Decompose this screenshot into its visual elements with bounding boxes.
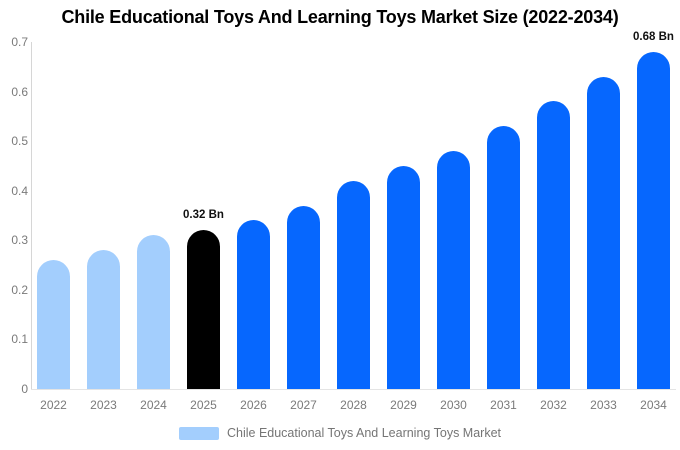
x-tick-label-2023: 2023 <box>90 398 117 412</box>
bar-2022[interactable] <box>37 260 70 389</box>
x-tick-label-2032: 2032 <box>540 398 567 412</box>
chart-title: Chile Educational Toys And Learning Toys… <box>61 7 619 27</box>
bar-2032[interactable] <box>537 101 570 389</box>
x-tick-label-2030: 2030 <box>440 398 467 412</box>
bar-value-label-2025: 0.32 Bn <box>183 209 224 222</box>
y-tick-label: 0.3 <box>11 233 28 248</box>
bar-2027[interactable] <box>287 205 320 389</box>
bar-2030[interactable] <box>437 151 470 389</box>
y-tick-label: 0.1 <box>11 332 28 347</box>
bar-2033[interactable] <box>587 76 620 389</box>
legend-swatch <box>178 427 219 440</box>
bar-2034[interactable] <box>637 51 670 389</box>
x-tick-label-2022: 2022 <box>40 398 67 412</box>
bar-2029[interactable] <box>387 165 420 389</box>
bar-2024[interactable] <box>137 235 170 389</box>
y-axis-line <box>31 42 32 389</box>
bar-2028[interactable] <box>337 180 370 389</box>
x-tick-label-2028: 2028 <box>340 398 367 412</box>
x-tick-label-2031: 2031 <box>490 398 517 412</box>
bar-2026[interactable] <box>237 220 270 389</box>
bar-value-label-2034: 0.68 Bn <box>633 30 674 43</box>
y-tick-label: 0.6 <box>11 84 28 99</box>
y-tick-label: 0.2 <box>11 282 28 297</box>
x-tick-label-2025: 2025 <box>190 398 217 412</box>
x-tick-label-2027: 2027 <box>290 398 317 412</box>
y-tick-label: 0.7 <box>11 35 28 49</box>
x-tick-label-2024: 2024 <box>140 398 167 412</box>
y-tick-label: 0.5 <box>11 134 28 149</box>
x-axis-baseline <box>31 389 676 390</box>
y-tick-label: 0.4 <box>11 183 28 198</box>
x-tick-label-2034: 2034 <box>640 398 667 412</box>
legend[interactable]: Chile Educational Toys And Learning Toys… <box>0 426 680 441</box>
bar-2031[interactable] <box>487 126 520 389</box>
x-tick-label-2033: 2033 <box>590 398 617 412</box>
bar-2025[interactable] <box>187 230 220 389</box>
x-tick-label-2029: 2029 <box>390 398 417 412</box>
y-tick-label: 0 <box>21 382 28 396</box>
x-tick-label-2026: 2026 <box>240 398 267 412</box>
legend-label: Chile Educational Toys And Learning Toys… <box>226 426 501 440</box>
bar-2023[interactable] <box>87 250 120 389</box>
